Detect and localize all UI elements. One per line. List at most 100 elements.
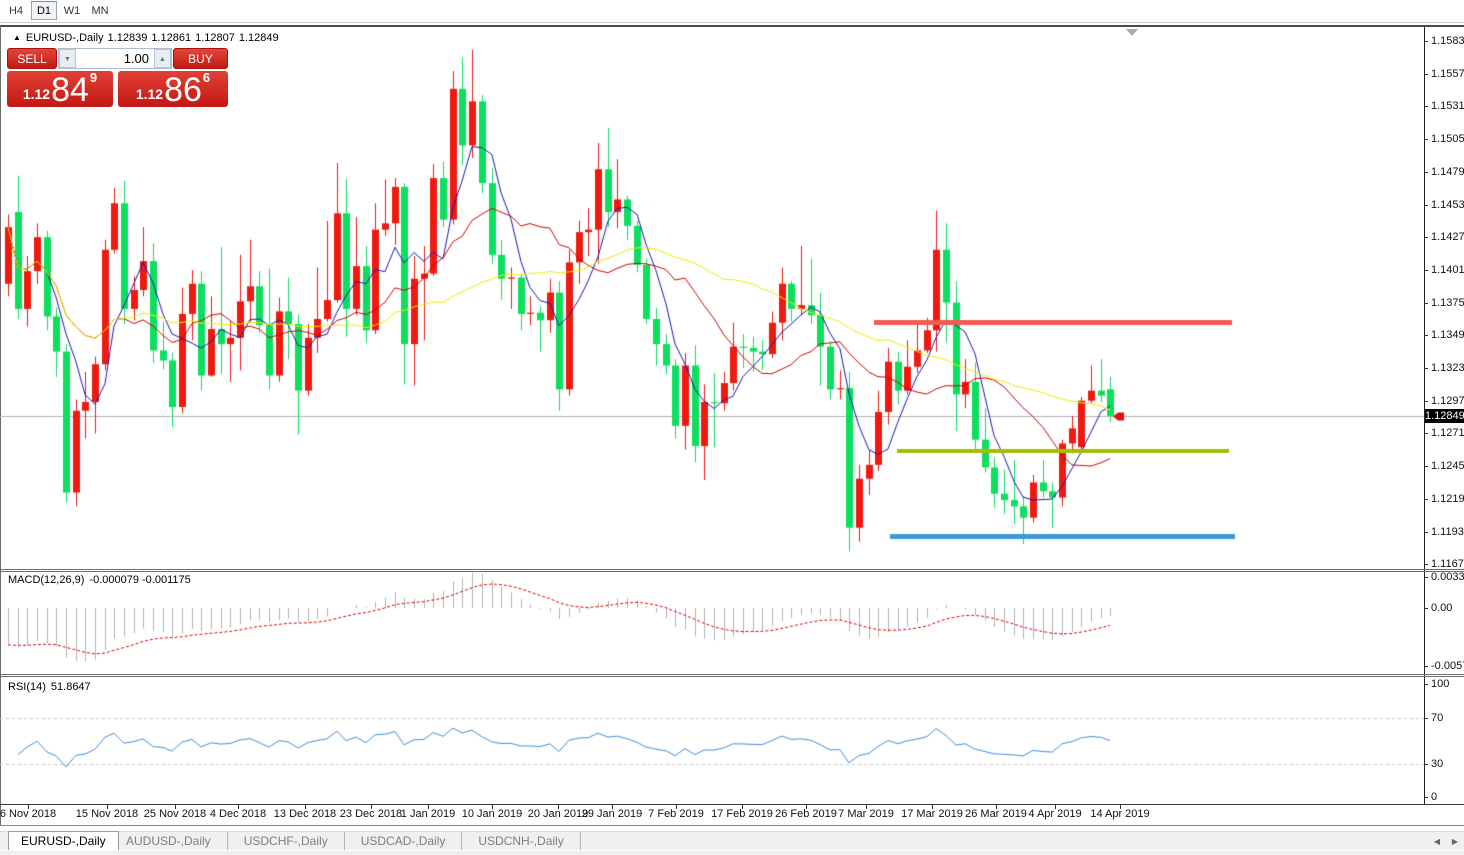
macd-label: MACD(12,26,9) -0.000079 -0.001175 [8,574,196,586]
date-axis-tick [175,805,176,809]
price-axis-tick [1424,335,1428,336]
date-axis-label: 4 Apr 2019 [1028,808,1082,820]
tab-eurusd-daily[interactable]: EURUSD-,Daily [8,831,119,851]
macd-title: MACD(12,26,9) [8,574,85,586]
main-macd-splitter-edge [0,571,1464,572]
rsi-scale-label: 70 [1431,712,1444,725]
bid-price-prefix: 1.12 [22,86,51,102]
rsi-scale-tick [1424,718,1428,719]
price-axis-label: 1.13750 [1431,296,1464,309]
tab-usdcnh-daily[interactable]: USDCNH-,Daily [462,832,581,851]
date-axis-tick [866,805,867,809]
ohlc-low: 1.12807 [195,32,235,44]
ask-price-pip: 6 [202,70,211,85]
timeframe-h4-button[interactable]: H4 [8,5,24,17]
date-axis-tick [806,805,807,809]
main-macd-splitter[interactable] [0,569,1464,570]
price-axis-tick [1424,139,1428,140]
date-axis-label: 17 Mar 2019 [901,808,963,820]
macd-rsi-splitter-edge [0,676,1464,677]
rsi-bottom-border [0,804,1464,805]
chart-shift-marker-icon[interactable] [1126,29,1138,36]
price-axis-tick [1424,270,1428,271]
status-strip [0,850,1464,855]
price-axis-label: 1.15830 [1431,35,1464,47]
volume-input[interactable]: 1.00 [123,51,149,66]
date-axis-tick [428,805,429,809]
rsi-scale-label: 0 [1431,791,1438,803]
date-axis-label: 13 Dec 2018 [273,808,337,820]
sell-button[interactable]: SELL [7,48,57,69]
price-axis-tick [1424,41,1428,42]
price-axis-tick [1424,499,1428,500]
date-axis-tick [371,805,372,809]
date-axis-tick [996,805,997,809]
price-axis-label: 1.12710 [1431,427,1464,440]
date-axis-tick [1055,805,1056,809]
date-axis-tick [558,805,559,809]
current-price-badge: 1.12849 [1425,409,1464,423]
date-axis-tick [305,805,306,809]
date-axis-tick [1120,805,1121,809]
price-axis-tick [1424,74,1428,75]
tab-scroll-right-icon[interactable]: ▶ [1451,837,1459,846]
macd-scale-label: 0.00 [1431,602,1453,614]
price-axis-tick [1424,172,1428,173]
macd-scale-label: -0.00576 [1431,660,1464,672]
price-axis-label: 1.14270 [1431,231,1464,244]
chart-window-bottom-border [0,825,1464,826]
date-axis-label: 20 Jan 2019 [527,808,589,820]
timeframe-w1-button[interactable]: W1 [63,5,81,17]
price-axis-label: 1.14530 [1431,198,1464,211]
price-axis-tick [1424,532,1428,533]
date-axis-tick [932,805,933,809]
price-chart-canvas[interactable] [0,26,1424,806]
date-axis-label: 4 Dec 2018 [209,808,267,820]
chart-tab-bar: EURUSD-,Daily AUDUSD-,Daily USDCHF-,Dail… [0,831,1464,851]
volume-stepper: ▼ 1.00 ▲ [58,48,172,69]
timeframe-d1-button[interactable]: D1 [31,1,57,20]
price-axis-tick [1424,466,1428,467]
tab-usdcad-daily[interactable]: USDCAD-,Daily [345,832,463,851]
date-axis-label: 25 Nov 2018 [143,808,207,820]
price-axis-tick [1424,205,1428,206]
symbol-label: EURUSD-,Daily [25,32,104,44]
price-axis-label: 1.15570 [1431,67,1464,80]
volume-increase-button[interactable]: ▲ [154,49,171,68]
price-axis-tick [1424,303,1428,304]
macd-rsi-splitter[interactable] [0,674,1464,675]
date-axis-label: 15 Nov 2018 [75,808,139,820]
timeframe-mn-button[interactable]: MN [91,5,109,17]
tab-audusd-daily[interactable]: AUDUSD-,Daily [110,832,228,851]
buy-button[interactable]: BUY [173,48,228,69]
bid-price-pip: 9 [89,70,98,85]
ask-price-box[interactable]: 1.12 86 6 [118,71,228,107]
price-axis-label: 1.12970 [1431,394,1464,407]
tab-scroll-left-icon[interactable]: ◀ [1433,837,1441,846]
tab-usdchf-daily[interactable]: USDCHF-,Daily [228,832,345,851]
date-axis-tick [28,805,29,809]
rsi-label: RSI(14) 51.8647 [8,681,96,693]
price-axis-tick [1424,368,1428,369]
volume-decrease-button[interactable]: ▼ [59,49,76,68]
date-axis-tick [492,805,493,809]
date-axis-tick [238,805,239,809]
symbol-ohlc-header: ▲ EURUSD-,Daily 1.12839 1.12861 1.12807 1.128… [13,32,283,44]
ohlc-open: 1.12839 [107,32,148,44]
price-axis-tick [1424,106,1428,107]
price-axis-label: 1.15310 [1431,100,1464,113]
toolbar-separator-highlight [0,23,1464,24]
price-axis-label: 1.13230 [1431,362,1464,374]
date-axis-label: 26 Feb 2019 [775,808,837,820]
date-axis-label: 6 Nov 2018 [0,808,57,820]
ask-price-prefix: 1.12 [135,86,164,102]
macd-scale-label: 0.003387 [1431,571,1464,583]
ohlc-high: 1.12861 [151,32,192,44]
macd-values: -0.000079 -0.001175 [89,574,191,586]
price-axis-label: 1.15050 [1431,133,1464,146]
bid-price-box[interactable]: 1.12 84 9 [7,71,113,107]
price-axis-label: 1.13490 [1431,329,1464,342]
symbol-collapse-icon[interactable]: ▲ [13,33,21,42]
